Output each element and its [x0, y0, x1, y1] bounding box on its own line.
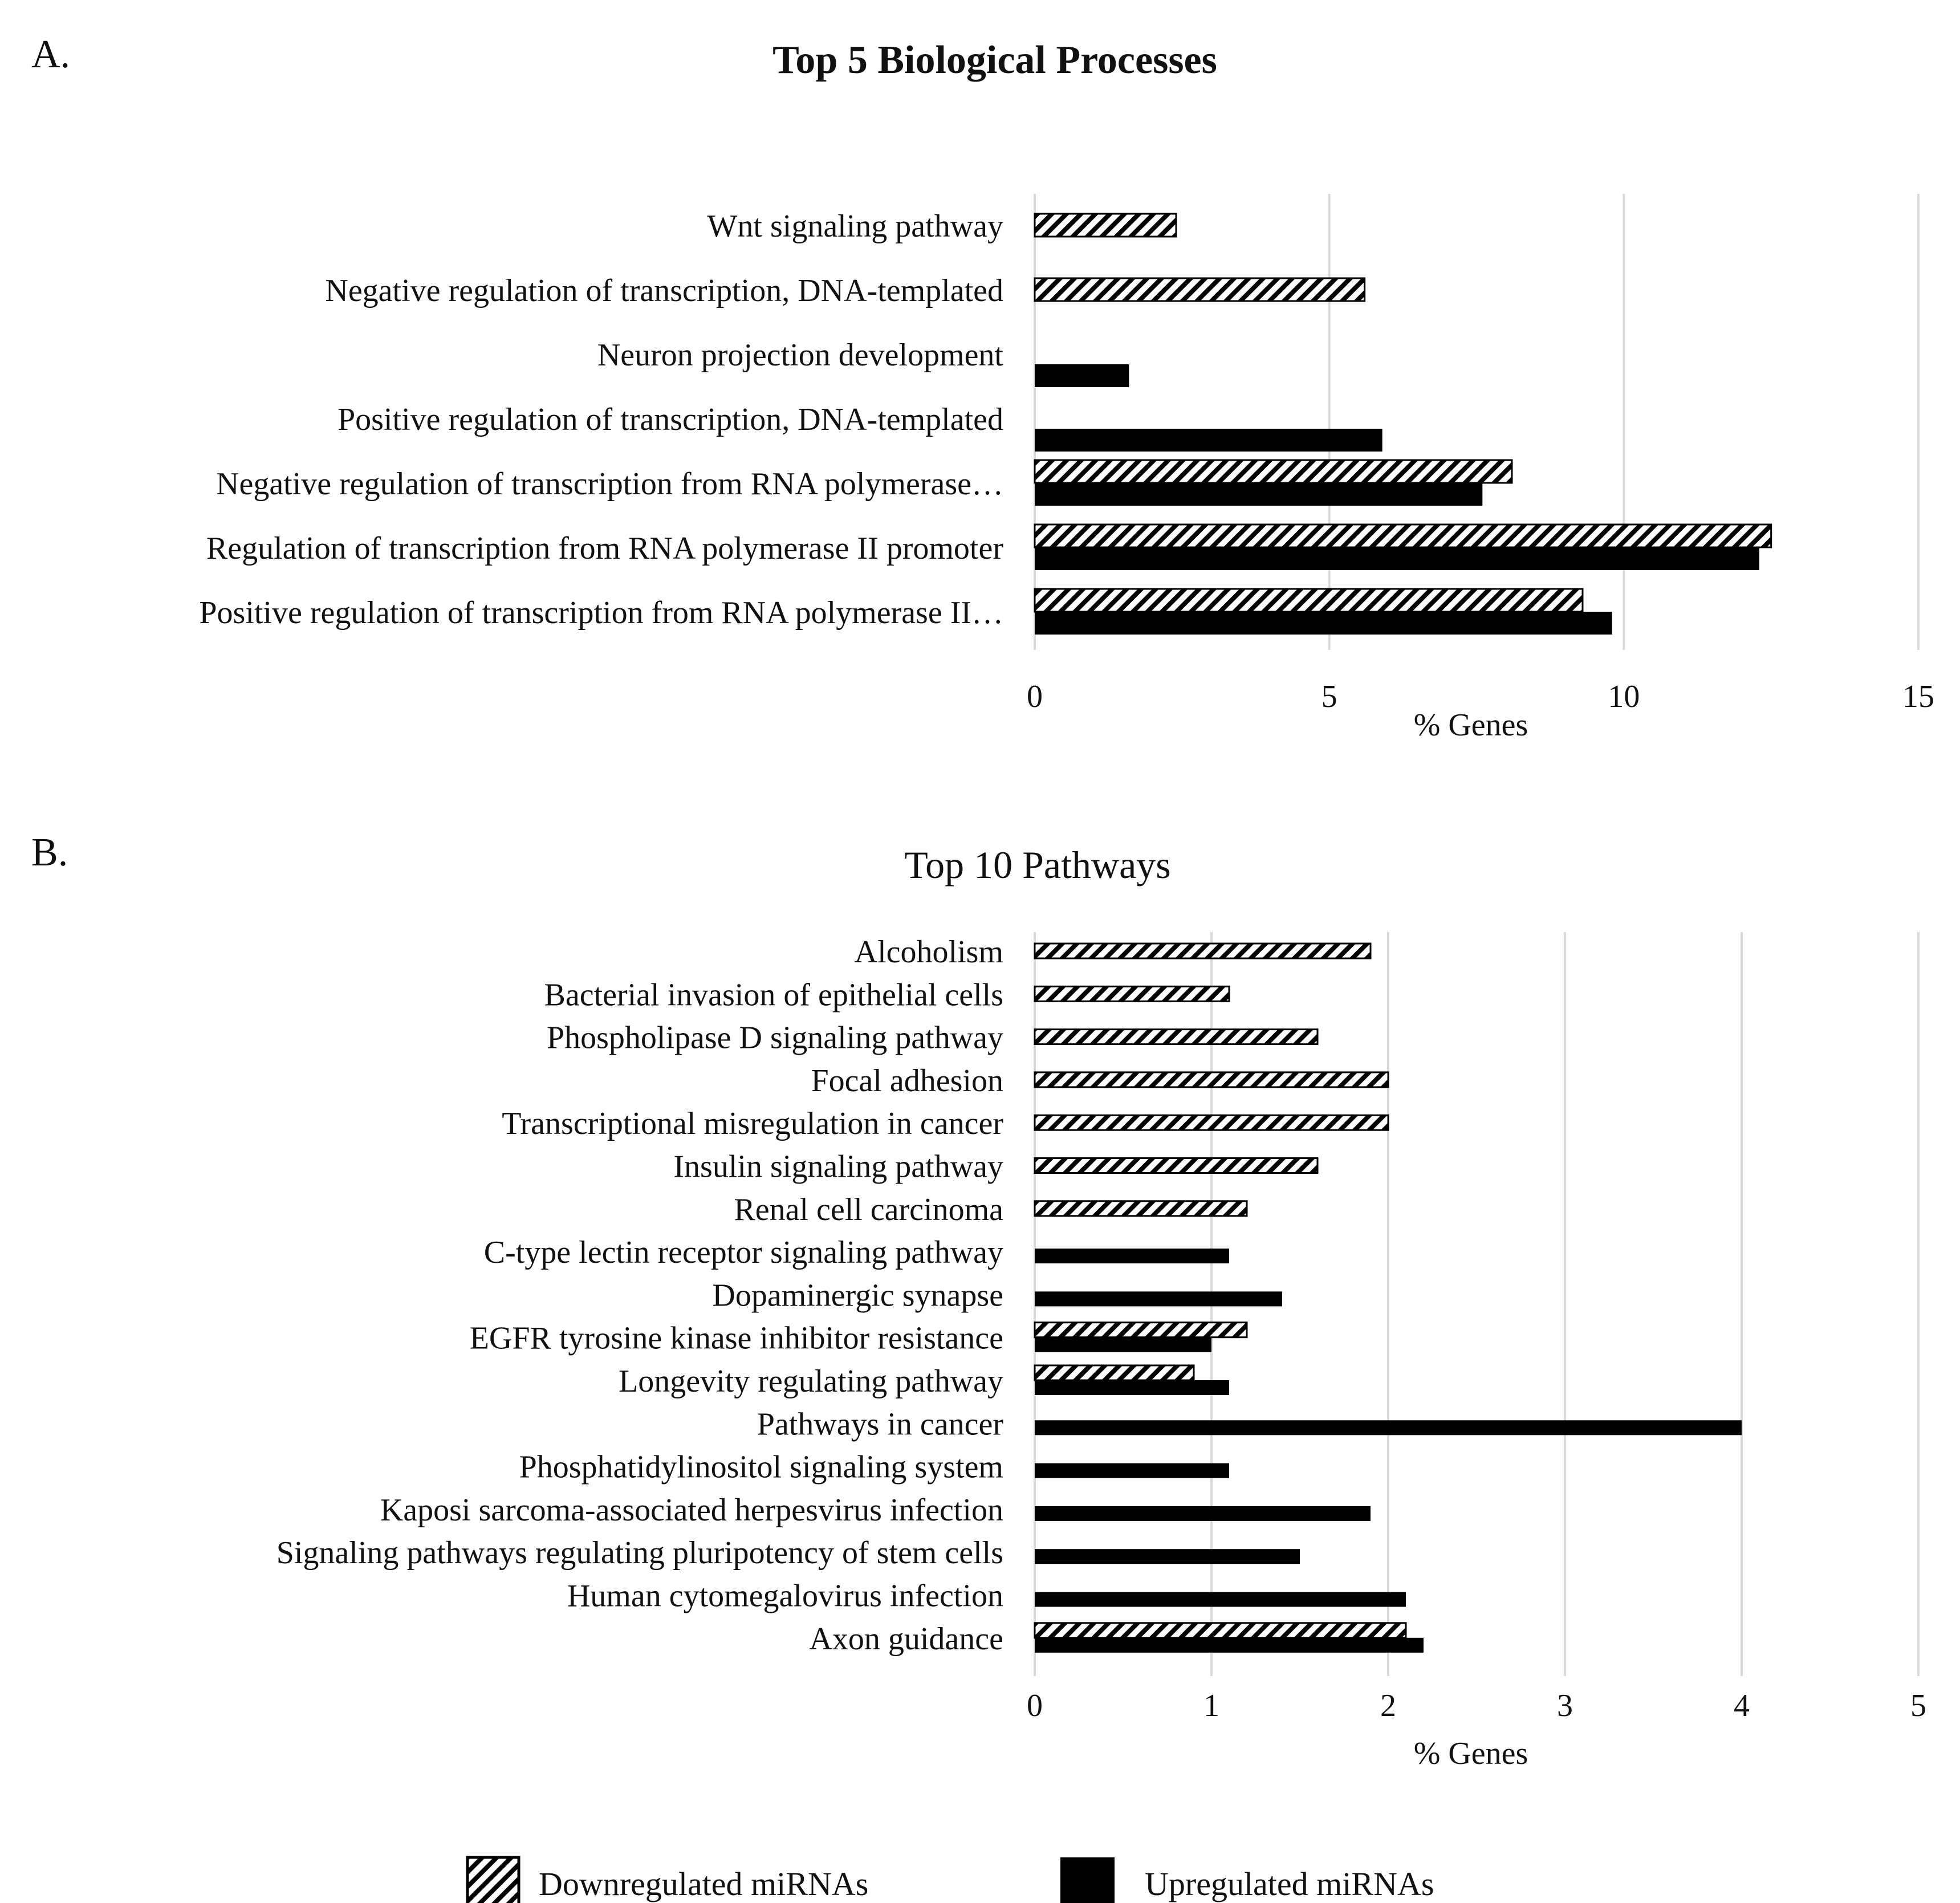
bar-upregulated — [1035, 1637, 1424, 1653]
legend-swatch-upregulated — [1060, 1857, 1115, 1903]
x-tick-label: 15 — [1902, 679, 1934, 714]
bar-downregulated — [1034, 1364, 1195, 1381]
panel-a-title: Top 5 Biological Processes — [772, 38, 1217, 82]
legend-label-downregulated: Downregulated miRNAs — [539, 1865, 868, 1902]
bar-downregulated — [1034, 277, 1366, 302]
category-label: Pathways in cancer — [757, 1406, 1004, 1442]
bar-upregulated — [1035, 1380, 1229, 1395]
panel-a-x-ticks: 0 5 10 15 — [1027, 679, 1934, 714]
category-label: Bacterial invasion of epithelial cells — [544, 977, 1004, 1013]
bar-downregulated — [1034, 1321, 1248, 1339]
bar-downregulated — [1034, 1622, 1407, 1639]
bar-downregulated — [1034, 1028, 1319, 1046]
x-tick-label: 0 — [1027, 679, 1043, 714]
bar-upregulated — [1035, 429, 1382, 452]
x-tick-label: 2 — [1380, 1688, 1396, 1723]
x-tick-label: 3 — [1557, 1688, 1573, 1723]
bar-downregulated — [1034, 459, 1513, 484]
x-tick-label: 0 — [1027, 1688, 1043, 1723]
bar-downregulated — [1034, 1157, 1319, 1174]
category-label: Renal cell carcinoma — [734, 1192, 1003, 1227]
panel-a-gridlines — [1034, 194, 1920, 650]
bar-downregulated — [1034, 942, 1372, 959]
panel-a-biological-processes: A. Top 5 Biological Processes 0 5 10 15 Wnt… — [31, 32, 1934, 743]
bar-upregulated — [1035, 1506, 1371, 1521]
category-label: Transcriptional misregulation in cancer — [502, 1106, 1003, 1141]
panel-b-category-labels: Alcoholism Bacterial invasion of epitheli… — [276, 934, 1004, 1657]
category-label: Negative regulation of transcription fro… — [216, 466, 1003, 502]
x-tick-label: 1 — [1203, 1688, 1219, 1723]
bar-downregulated — [1034, 213, 1177, 238]
category-label: Positive regulation of transcription, DN… — [337, 402, 1003, 437]
category-label: Longevity regulating pathway — [619, 1364, 1003, 1399]
category-label: Alcoholism — [855, 934, 1003, 970]
legend: Downregulated miRNAs Upregulated miRNAs — [466, 1856, 1434, 1903]
category-label: Kaposi sarcoma-associated herpesvirus in… — [380, 1493, 1003, 1528]
bar-upregulated — [1035, 1549, 1300, 1564]
category-label: EGFR tyrosine kinase inhibitor resistanc… — [470, 1321, 1003, 1356]
bar-upregulated — [1035, 1592, 1406, 1607]
category-label: Signaling pathways regulating pluripoten… — [276, 1535, 1003, 1571]
category-label: Phospholipase D signaling pathway — [547, 1020, 1003, 1056]
bar-upregulated — [1035, 1463, 1229, 1478]
panel-a-category-labels: Wnt signaling pathway Negative regulation… — [199, 209, 1003, 631]
legend-swatch-downregulated — [466, 1856, 521, 1903]
category-label: Human cytomegalovirus infection — [567, 1579, 1003, 1614]
panel-a-bars — [1034, 213, 1772, 635]
bar-downregulated — [1034, 1071, 1389, 1088]
x-tick-label: 10 — [1608, 679, 1640, 714]
panel-b-x-ticks: 0 1 2 3 4 5 — [1027, 1688, 1926, 1723]
bar-upregulated — [1035, 612, 1612, 635]
category-label: Focal adhesion — [811, 1063, 1003, 1099]
category-label: Insulin signaling pathway — [673, 1149, 1003, 1185]
category-label: Neuron projection development — [597, 338, 1004, 373]
bar-upregulated — [1035, 1291, 1282, 1307]
category-label: Negative regulation of transcription, DN… — [325, 273, 1003, 308]
panel-b-bars — [1034, 942, 1742, 1653]
category-label: Wnt signaling pathway — [707, 209, 1003, 244]
panel-a-x-axis-title: % Genes — [1414, 707, 1528, 743]
bar-downregulated — [1034, 588, 1584, 613]
panel-b-x-axis-title: % Genes — [1414, 1736, 1528, 1771]
category-label: Positive regulation of transcription fro… — [199, 595, 1003, 631]
bar-downregulated — [1034, 985, 1230, 1002]
bar-upregulated — [1035, 1337, 1211, 1352]
category-label: C-type lectin receptor signaling pathway — [484, 1235, 1003, 1270]
bar-upregulated — [1035, 1420, 1742, 1436]
bar-upregulated — [1035, 364, 1129, 387]
bar-upregulated — [1035, 483, 1483, 506]
category-label: Dopaminergic synapse — [712, 1278, 1003, 1313]
category-label: Phosphatidylinositol signaling system — [519, 1450, 1003, 1485]
panel-b-title: Top 10 Pathways — [904, 843, 1170, 887]
bar-downregulated — [1034, 523, 1772, 548]
bar-downregulated — [1034, 1114, 1389, 1131]
x-tick-label: 4 — [1734, 1688, 1750, 1723]
category-label: Regulation of transcription from RNA pol… — [206, 531, 1003, 566]
x-tick-label: 5 — [1910, 1688, 1926, 1723]
bar-upregulated — [1035, 1249, 1229, 1264]
bar-downregulated — [1034, 1200, 1248, 1217]
bar-upregulated — [1035, 547, 1759, 570]
category-label: Axon guidance — [809, 1621, 1003, 1657]
x-tick-label: 5 — [1321, 679, 1337, 714]
panel-b-pathways: B. Top 10 Pathways 0 1 2 3 4 5 Alcoholism Bact… — [31, 831, 1926, 1771]
legend-label-upregulated: Upregulated miRNAs — [1145, 1865, 1434, 1902]
panel-b-letter: B. — [31, 831, 68, 875]
panel-a-letter: A. — [31, 32, 70, 76]
